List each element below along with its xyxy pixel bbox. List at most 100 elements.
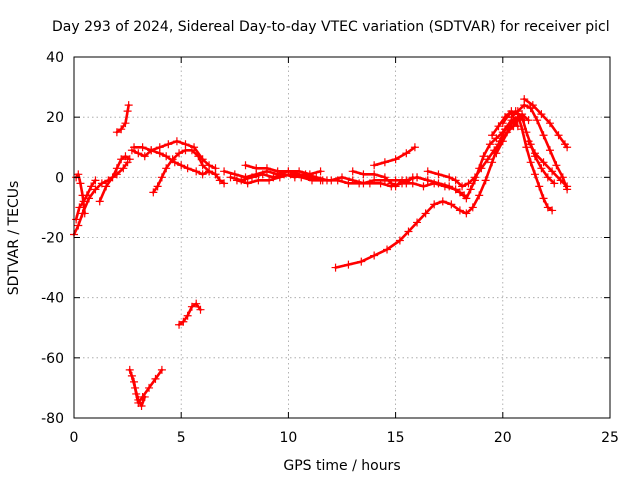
data-point-plus (509, 116, 518, 125)
data-point-plus (153, 182, 162, 191)
series-trace (115, 103, 130, 134)
data-point-plus (533, 116, 542, 125)
data-point-plus (125, 365, 134, 374)
data-point-plus (494, 122, 503, 131)
data-point-plus (333, 176, 342, 185)
data-point-plus (355, 179, 364, 188)
y-tick-label: 20 (46, 110, 64, 126)
data-point-plus (481, 176, 490, 185)
data-point-plus (241, 161, 250, 170)
data-point-plus (543, 173, 552, 182)
data-point-plus (117, 155, 126, 164)
data-point-plus (149, 188, 158, 197)
data-point-plus (524, 116, 533, 125)
data-point-plus (121, 119, 130, 128)
data-point-plus (395, 236, 404, 245)
data-point-plus (492, 134, 501, 143)
data-point-plus (275, 173, 284, 182)
data-point-plus (539, 194, 548, 203)
data-point-plus (475, 191, 484, 200)
data-point-plus (147, 146, 156, 155)
data-point-plus (295, 167, 304, 176)
data-point-plus (421, 209, 430, 218)
data-point-plus (134, 149, 143, 158)
data-point-plus (198, 161, 207, 170)
data-point-plus (247, 173, 256, 182)
data-point-plus (179, 317, 188, 326)
data-point-plus (430, 200, 439, 209)
data-point-plus (157, 173, 166, 182)
data-point-plus (488, 131, 497, 140)
data-point-plus (140, 152, 149, 161)
data-point-plus (265, 176, 274, 185)
data-point-plus (455, 188, 464, 197)
data-point-plus (138, 143, 147, 152)
data-point-plus (76, 179, 85, 188)
data-point-plus (91, 176, 100, 185)
data-point-plus (402, 179, 411, 188)
data-point-plus (74, 221, 83, 230)
data-point-plus (535, 182, 544, 191)
data-point-plus (447, 200, 456, 209)
data-point-plus (423, 176, 432, 185)
data-point-plus (137, 401, 146, 410)
data-point-plus (183, 311, 192, 320)
y-tick-label: -20 (41, 231, 64, 247)
data-point-plus (297, 173, 306, 182)
data-point-plus (198, 170, 207, 179)
data-point-plus (404, 227, 413, 236)
series-track-midday-e (348, 167, 417, 191)
data-point-plus (91, 185, 100, 194)
data-point-plus (162, 164, 171, 173)
data-point-plus (164, 140, 173, 149)
data-point-plus (410, 143, 419, 152)
data-point-plus (192, 167, 201, 176)
data-point-plus (175, 320, 184, 329)
data-point-plus (466, 185, 475, 194)
data-point-plus (479, 152, 488, 161)
data-point-plus (357, 257, 366, 266)
data-point-plus (505, 125, 514, 134)
data-point-plus (168, 155, 177, 164)
series-track-morning-c (149, 146, 229, 197)
data-point-plus (196, 305, 205, 314)
data-point-plus (438, 197, 447, 206)
data-point-plus (130, 143, 139, 152)
x-tick-label: 15 (387, 430, 405, 446)
data-point-plus (123, 107, 132, 116)
data-point-plus (398, 176, 407, 185)
data-point-plus (318, 176, 327, 185)
data-point-plus (220, 167, 229, 176)
tick-layer: 0 5 10 15 20 25 -80 -60 -40 -20 0 20 40 (41, 50, 619, 446)
data-point-plus (262, 164, 271, 173)
data-point-plus (78, 191, 87, 200)
data-point-plus (87, 182, 96, 191)
series-track-evening-d (520, 95, 572, 152)
data-point-plus (370, 170, 379, 179)
data-point-plus (470, 173, 479, 182)
data-point-plus (513, 107, 522, 116)
series-track-midday-f (370, 143, 419, 170)
data-point-plus (498, 137, 507, 146)
data-point-plus (102, 182, 111, 191)
data-point-plus (194, 152, 203, 161)
series-track-early-b (72, 176, 100, 224)
data-point-plus (520, 95, 529, 104)
data-point-plus (131, 383, 140, 392)
data-point-plus (445, 173, 454, 182)
data-point-plus (155, 143, 164, 152)
data-point-plus (522, 143, 531, 152)
data-point-plus (563, 182, 572, 191)
data-point-plus (211, 170, 220, 179)
data-point-plus (522, 128, 531, 137)
data-point-plus (492, 149, 501, 158)
data-point-plus (537, 164, 546, 173)
data-point-plus (524, 137, 533, 146)
y-tick-label: -80 (41, 411, 64, 427)
chart-title: Day 293 of 2024, Sidereal Day-to-day VTE… (52, 19, 610, 35)
data-point-plus (331, 263, 340, 272)
data-point-plus (545, 146, 554, 155)
series-track-evening-e (492, 116, 522, 158)
data-point-plus (539, 158, 548, 167)
